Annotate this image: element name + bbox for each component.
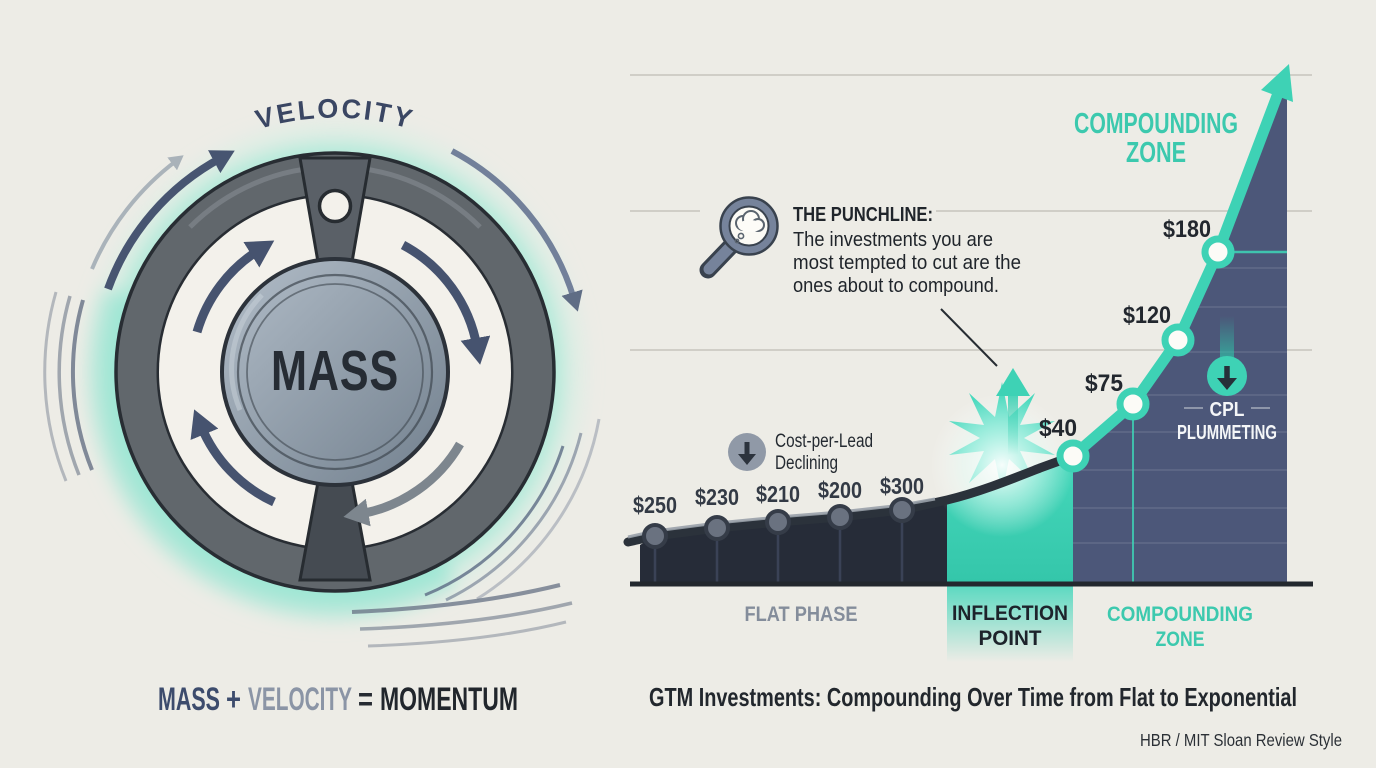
formula-momentum: MOMENTUM (380, 681, 518, 717)
callout-line: ZONE (1126, 137, 1186, 169)
data-point (1201, 235, 1235, 269)
inner-arrow-right (400, 241, 491, 365)
formula-plus: + (226, 681, 241, 717)
formula-mass: MASS (158, 681, 220, 717)
magnifier-icon (699, 196, 779, 279)
zone-label-compounding: COMPOUNDING (1107, 602, 1253, 626)
value-label: $75 (1085, 370, 1123, 397)
speed-lines-bottom (351, 583, 573, 648)
punchline-line: most tempted to cut are the (793, 251, 1021, 274)
speed-lines-left (43, 291, 94, 482)
mass-label: MASS (271, 339, 399, 403)
compounding-area (1073, 78, 1287, 584)
punchline-line: ones about to compound. (793, 274, 999, 297)
zone-label-flat: FLAT PHASE (745, 602, 858, 626)
flywheel-ring-outer-outline (114, 151, 556, 593)
zone-label-compounding: ZONE (1156, 627, 1205, 651)
data-point (1161, 323, 1195, 357)
callout-line: COMPOUNDING (1074, 108, 1238, 140)
data-point (1116, 387, 1150, 421)
value-label: $40 (1039, 415, 1077, 442)
outer-rotation-arrows (90, 148, 583, 312)
punchline-block: THE PUNCHLINE: The investments you are m… (699, 196, 1021, 367)
data-point (827, 504, 853, 530)
speed-arcs-bottom-right (424, 418, 601, 602)
value-label: $120 (1123, 302, 1171, 329)
flat-area-grid (653, 514, 904, 582)
mass-disk (220, 257, 450, 487)
style-credit: HBR / MIT Sloan Review Style (1140, 730, 1342, 750)
data-point (889, 497, 915, 523)
punchline-callout-line (940, 308, 998, 367)
momentum-formula: MASS + VELOCITY = MOMENTUM (158, 681, 518, 717)
inflection-glow (930, 393, 1074, 537)
zone-label-inflection: POINT (979, 626, 1042, 650)
thought-cloud (734, 210, 765, 244)
compounding-data-points (1056, 235, 1235, 473)
axis-zone-labels: FLAT PHASE INFLECTION POINT COMPOUNDING … (745, 601, 1254, 651)
data-point (704, 515, 730, 541)
punchline-line: The investments you are (793, 228, 993, 251)
value-label: $200 (818, 477, 862, 503)
disk-ring-2 (246, 283, 424, 461)
inner-rotation-arrows (190, 240, 491, 527)
clamp-hole (317, 188, 353, 224)
curve-arrow-head (1261, 64, 1293, 102)
cpl-plummeting-note: CPL PLUMMETING (1177, 316, 1277, 444)
value-label: $230 (695, 484, 739, 510)
gtm-chart: $250 $230 $210 $200 $300 $40 $75 $120 $1… (623, 64, 1342, 750)
flat-data-points (642, 497, 915, 549)
value-label: $180 (1163, 216, 1211, 243)
note-line: PLUMMETING (1177, 422, 1277, 444)
flywheel-diagram: MASS VE (43, 93, 601, 648)
inner-arrow-lower-right (343, 441, 464, 527)
flat-value-labels: $250 $230 $210 $200 $300 (633, 473, 924, 518)
note-line: CPL (1210, 399, 1245, 421)
compounding-value-labels: $40 $75 $120 $180 (1039, 216, 1211, 442)
surge-arrow-shaft (1008, 390, 1018, 455)
value-label: $210 (756, 481, 800, 507)
value-label: $300 (880, 473, 924, 499)
data-point (1056, 439, 1090, 473)
cost-per-lead-note: Cost-per-Lead Declining (728, 431, 873, 474)
disk-ring-1 (236, 273, 434, 471)
surge-arrow-head (996, 368, 1030, 396)
data-point (642, 523, 668, 549)
outer-arrow-top-left-gray (90, 155, 184, 270)
inner-arrow-lower-left (190, 409, 276, 507)
chart-title: GTM Investments: Compounding Over Time f… (649, 682, 1297, 712)
note-line: Declining (775, 453, 838, 474)
outer-arrow-top-right (450, 148, 583, 312)
outer-arrow-top-left-navy (104, 150, 235, 291)
zone-label-inflection: INFLECTION (952, 601, 1068, 625)
data-point (765, 509, 791, 535)
compounding-zone-callout: COMPOUNDING ZONE (1074, 108, 1238, 169)
formula-velocity: VELOCITY (248, 681, 352, 717)
formula-equals: = (358, 681, 373, 717)
value-label: $250 (633, 492, 677, 518)
disk-highlight (229, 293, 264, 411)
note-line: Cost-per-Lead (775, 431, 873, 452)
inner-arrow-upper-left (192, 240, 275, 334)
punchline-heading: THE PUNCHLINE: (793, 203, 933, 226)
inflection-band (947, 586, 1073, 662)
